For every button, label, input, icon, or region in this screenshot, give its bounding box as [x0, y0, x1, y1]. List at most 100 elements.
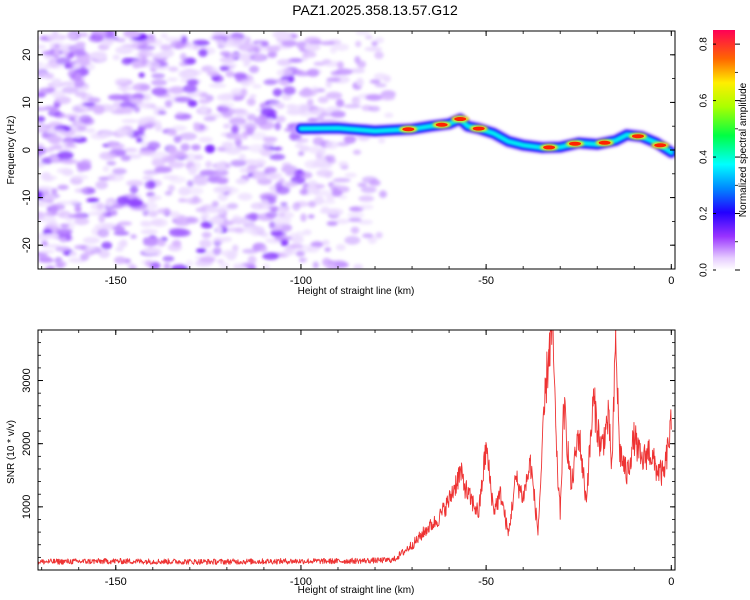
spectrogram-noise-blob — [181, 35, 188, 44]
spectrogram-noise-blob — [63, 50, 70, 57]
spectrogram-noise-blob — [335, 99, 345, 108]
spectrogram-noise-blob — [51, 188, 58, 195]
spectrogram-noise-blob — [100, 131, 113, 137]
spectrogram-noise-blob — [193, 44, 200, 51]
spectrogram-noise-blob — [263, 79, 278, 86]
spectrogram-noise-blob — [375, 232, 383, 239]
spectrogram-noise-blob — [198, 136, 213, 143]
spectrogram-noise-blob — [138, 50, 154, 57]
spectrogram-noise-blob — [41, 172, 51, 179]
spectrogram-noise-blob — [200, 221, 213, 229]
spectrogram-noise-blob — [150, 261, 161, 269]
spectrogram-noise-blob — [38, 70, 47, 79]
spectrogram-noise-blob — [343, 104, 362, 109]
spectrogram-noise-blob — [219, 262, 230, 269]
spectrogram-noise-blob — [312, 261, 319, 269]
spectrogram-noise-blob — [230, 88, 245, 97]
snr-y-tick-label: 3000 — [21, 368, 33, 392]
spectrogram-noise-blob — [379, 190, 387, 198]
spectrogram-noise-blob — [314, 162, 333, 169]
spectrogram-noise-blob — [355, 40, 362, 48]
spectrogram-noise-blob — [306, 184, 317, 193]
spectrogram-noise-blob — [117, 86, 134, 91]
spectrogram-noise-field — [38, 31, 396, 269]
spectrogram-noise-blob — [307, 68, 320, 77]
spectrogram-noise-blob — [335, 68, 353, 76]
spectrogram-x-tick-label: -100 — [290, 275, 312, 287]
spectrogram-noise-blob — [314, 196, 325, 205]
spectrogram-noise-blob — [38, 162, 44, 168]
spectrogram-noise-blob — [354, 56, 361, 64]
spectrogram-hot-spot — [472, 126, 485, 131]
spectrogram-noise-blob — [151, 79, 168, 86]
spectrogram-noise-blob — [275, 181, 283, 191]
spectrogram-noise-blob — [257, 178, 272, 185]
spectrogram-noise-blob — [215, 225, 223, 234]
spectrogram-noise-blob — [232, 244, 239, 252]
colorbar-gradient — [713, 30, 735, 270]
spectrogram-noise-blob — [334, 43, 350, 51]
spectrogram-noise-blob — [238, 153, 246, 162]
snr-y-tick-label: 2000 — [21, 431, 33, 455]
spectrogram-noise-blob — [69, 251, 78, 257]
spectrogram-noise-blob — [156, 208, 171, 215]
spectrogram-noise-blob — [38, 87, 54, 95]
spectrogram-noise-blob — [249, 94, 257, 99]
spectrogram-noise-blob — [358, 204, 374, 210]
spectrogram-noise-blob — [38, 186, 53, 192]
spectrogram-noise-blob — [186, 180, 194, 188]
spectrogram-noise-blob — [199, 256, 216, 263]
spectrogram-noise-blob — [280, 239, 289, 247]
spectrogram-noise-blob — [174, 96, 193, 103]
spectrogram-noise-blob — [334, 218, 350, 225]
spectrogram-noise-blob — [324, 247, 332, 253]
colorbar-tick-label: 0.0 — [699, 263, 710, 277]
spectrogram-noise-blob — [274, 122, 282, 131]
spectrogram-noise-blob — [221, 93, 235, 99]
spectrogram-noise-blob — [78, 32, 89, 38]
spectrogram-noise-blob — [353, 263, 363, 269]
spectrogram-noise-blob — [194, 154, 204, 160]
spectrogram-noise-blob — [281, 165, 298, 174]
spectrogram-noise-blob — [233, 72, 247, 79]
spectrogram-noise-blob — [87, 97, 101, 103]
spectrogram-noise-blob — [73, 62, 82, 69]
spectrogram-noise-blob — [330, 186, 338, 192]
spectrogram-noise-blob — [375, 37, 384, 44]
spectrogram-noise-blob — [71, 104, 88, 114]
spectrogram-noise-blob — [130, 234, 137, 239]
spectrogram-noise-blob — [123, 147, 138, 153]
spectrogram-noise-blob — [307, 200, 317, 208]
spectrogram-noise-blob — [213, 169, 229, 177]
snr-series-group — [38, 330, 672, 565]
spectrogram-noise-blob — [57, 184, 69, 190]
spectrogram-noise-blob — [313, 61, 326, 66]
spectrogram-noise-blob — [343, 134, 357, 144]
spectrogram-noise-blob — [200, 212, 210, 219]
spectrogram-noise-blob — [46, 265, 55, 269]
snr-y-tick-label: 1000 — [21, 495, 33, 519]
figure-title: PAZ1.2025.358.13.57.G12 — [292, 2, 458, 18]
spectrogram-noise-blob — [115, 37, 126, 43]
spectrogram-noise-blob — [247, 164, 259, 170]
spectrogram-noise-blob — [74, 78, 85, 88]
spectrogram-y-tick-label: -20 — [21, 237, 33, 253]
spectrogram-noise-blob — [269, 221, 276, 229]
spectrogram-noise-blob — [57, 151, 74, 160]
spectrogram-noise-blob — [335, 244, 346, 251]
spectrogram-noise-blob — [247, 255, 257, 265]
spectrogram-noise-blob — [126, 180, 144, 187]
spectrogram-noise-blob — [53, 49, 60, 57]
spectrogram-noise-blob — [141, 56, 148, 66]
spectrogram-noise-blob — [50, 203, 66, 211]
spectrogram-noise-blob — [228, 52, 238, 59]
spectrogram-noise-blob — [101, 241, 113, 250]
spectrogram-noise-blob — [56, 57, 71, 65]
spectrogram-noise-blob — [250, 171, 269, 180]
spectrogram-noise-blob — [235, 178, 248, 185]
spectrogram-noise-blob — [170, 211, 180, 219]
spectrogram-noise-blob — [265, 172, 283, 178]
spectrogram-noise-blob — [72, 50, 87, 57]
spectrogram-noise-blob — [325, 141, 339, 150]
